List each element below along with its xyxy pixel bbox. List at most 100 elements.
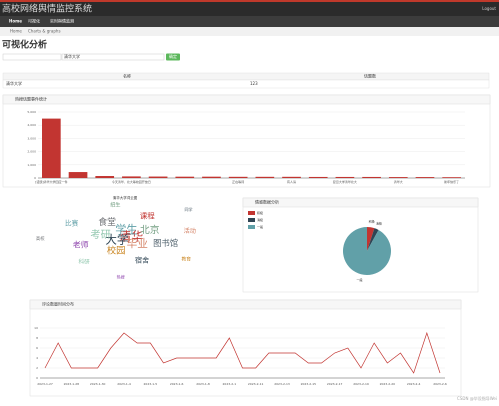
wordcloud-word: 高校: [36, 235, 45, 242]
bar: [362, 176, 381, 178]
x-tick-label: 2023-2-17: [327, 382, 343, 386]
x-tick-label: 2023-1-8: [196, 382, 210, 386]
wordcloud-word: 考研: [90, 229, 110, 241]
school-select[interactable]: [61, 53, 165, 61]
wordcloud-word: 招生: [110, 200, 121, 208]
bar: [68, 172, 88, 178]
submit-button[interactable]: [166, 53, 180, 61]
legend-swatch: [248, 218, 255, 222]
pie-slice: [367, 227, 375, 251]
y-tick-label: 4: [36, 356, 38, 360]
table-cell: 清华大学: [6, 80, 22, 86]
bar: [335, 176, 355, 178]
table-row: [2, 79, 490, 89]
breadcrumb[interactable]: Home: [10, 29, 22, 34]
x-tick-label: 有人请: [287, 179, 296, 184]
x-tick-label: 2023-2-13: [274, 382, 290, 386]
breadcrumb-bar: [0, 27, 499, 36]
wordcloud-title: 清华大学词云图: [113, 195, 138, 200]
x-tick-label: 2023-1-28: [64, 382, 80, 386]
nav-item[interactable]: Home: [9, 19, 22, 24]
y-tick-label: 2,000: [27, 150, 36, 154]
wordcloud-word: 图书馆: [153, 238, 178, 248]
y-tick-label: 2: [36, 366, 38, 370]
logout[interactable]: Logout: [482, 6, 496, 11]
wordcloud-word: 课程: [140, 212, 155, 221]
x-tick-label: 今天清华、北大等校园开放日: [112, 179, 151, 184]
x-tick-label: 2023-1-5: [144, 382, 158, 386]
app-title: 高校网络舆情监控系统: [2, 3, 92, 15]
slice-label: 消极: [376, 220, 382, 225]
nav-item[interactable]: 可视化: [28, 18, 40, 24]
wordcloud-word: 学生: [115, 222, 137, 236]
search-input[interactable]: [2, 53, 62, 61]
legend-label: 消极: [257, 217, 263, 222]
wordcloud-word: 毕业: [127, 237, 149, 250]
bar: [148, 176, 168, 178]
panel-title: 评论数量时间分布: [42, 301, 74, 307]
bar: [282, 176, 301, 178]
y-tick-label: 4,000: [27, 123, 36, 127]
x-tick-label: 2023-2-4: [407, 382, 421, 386]
bar: [442, 177, 461, 178]
button-label: 确定: [169, 53, 177, 59]
panel-title: 热搜话题事件统计: [15, 96, 47, 102]
nav-item[interactable]: 实时舆情监测: [50, 18, 74, 24]
x-tick-label: 2023-1-30: [90, 382, 106, 386]
legend-swatch: [248, 211, 255, 215]
panel: [2, 94, 491, 188]
header-bar: [0, 0, 499, 16]
y-tick-label: 6: [36, 346, 38, 350]
bar: [202, 176, 221, 178]
bar: [95, 176, 115, 178]
bar: [42, 118, 61, 178]
wordcloud-word: 大学: [105, 233, 128, 247]
x-tick-label: 正在等待: [232, 179, 244, 184]
legend-swatch: [248, 225, 255, 229]
y-tick-label: 10: [34, 326, 38, 330]
x-tick-label: [话题]清华大学回应一件: [35, 179, 67, 184]
x-tick-label: 2023-1-4: [117, 382, 131, 386]
wordcloud-word: 清华: [119, 230, 143, 244]
wordcloud-word: 比赛: [65, 219, 79, 228]
header-accent: [0, 0, 499, 2]
x-tick-label: 清华大: [394, 179, 403, 184]
y-tick-label: 5,000: [27, 110, 36, 114]
wordcloud-word: 活动: [184, 227, 196, 235]
bar: [228, 176, 248, 178]
nav-bar: [0, 16, 499, 27]
select-value: 清华大学: [64, 53, 80, 59]
y-tick-label: 0: [34, 176, 36, 180]
x-tick-label: 2023-2-1: [223, 382, 237, 386]
bar: [175, 176, 195, 178]
y-tick-label: 3,000: [27, 136, 36, 140]
panel-header: [242, 197, 479, 208]
table-header: [2, 72, 490, 81]
wordcloud-word: 宿舍: [135, 255, 149, 264]
x-tick-label: 2023-2-19: [353, 382, 369, 386]
y-tick-label: 0: [36, 376, 38, 380]
pie-slice: [343, 227, 391, 275]
wordcloud-word: 教育: [182, 256, 192, 263]
y-tick-label: 8: [36, 336, 38, 340]
bar: [122, 176, 141, 178]
panel-title: 情感数据分析: [255, 199, 279, 205]
x-tick-label: 2023-2-20: [380, 382, 396, 386]
pie-slice: [367, 228, 379, 251]
wordcloud-word: 同学: [184, 206, 192, 212]
x-tick-label: 2023-1-27: [37, 382, 53, 386]
x-tick-label: 复旦大学清华北大: [333, 179, 357, 184]
breadcrumb: Charts & graphs: [28, 29, 61, 34]
x-tick-label: 2023-2-6: [433, 382, 447, 386]
panel-header: [2, 94, 491, 105]
legend-label: 一般: [257, 224, 263, 229]
bar: [415, 177, 435, 178]
x-tick-label: 2023-2-15: [301, 382, 317, 386]
table-header-cell: 名称: [123, 73, 131, 79]
table-header-cell: 话题数: [364, 73, 376, 79]
wordcloud-word: 老师: [73, 239, 89, 249]
table-cell: 123: [250, 81, 258, 86]
bar: [255, 176, 275, 178]
